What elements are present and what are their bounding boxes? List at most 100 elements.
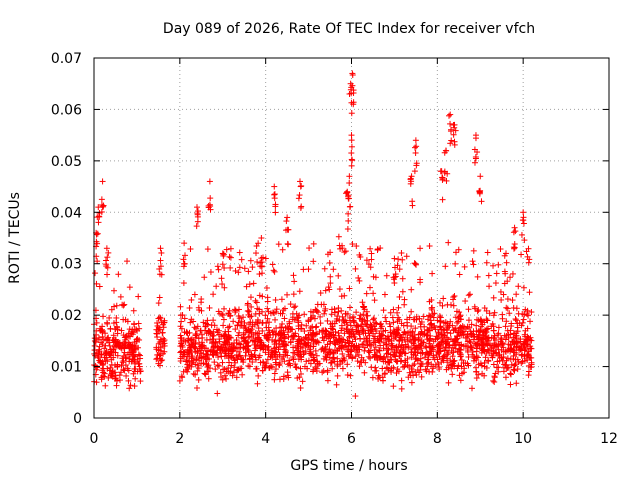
data-point <box>253 299 260 306</box>
data-point <box>472 364 479 371</box>
data-point <box>292 303 299 310</box>
data-point <box>204 348 211 355</box>
data-point <box>249 264 256 271</box>
x-tick-label: 6 <box>347 431 356 447</box>
data-point <box>404 338 411 345</box>
data-point <box>193 332 200 339</box>
data-point <box>245 328 252 335</box>
data-point <box>345 210 352 217</box>
data-point <box>181 315 188 322</box>
data-point <box>376 330 383 337</box>
data-point <box>255 372 262 379</box>
data-point <box>383 364 390 371</box>
data-point <box>347 304 354 311</box>
data-point <box>131 345 138 352</box>
data-point <box>399 337 406 344</box>
data-point <box>406 314 413 321</box>
data-point <box>328 359 335 366</box>
data-point <box>98 376 105 383</box>
data-point <box>368 256 375 263</box>
data-point <box>353 309 360 316</box>
data-point <box>259 327 266 334</box>
data-point <box>158 271 165 278</box>
y-tick-label: 0 <box>73 411 82 427</box>
data-point <box>220 316 227 323</box>
data-point <box>240 314 247 321</box>
data-point <box>195 304 202 311</box>
data-point <box>176 377 183 384</box>
data-point <box>220 366 227 373</box>
data-point <box>290 272 297 279</box>
data-point <box>206 178 213 185</box>
data-point <box>241 319 248 326</box>
data-point <box>219 312 226 319</box>
data-point <box>390 319 397 326</box>
data-point <box>233 337 240 344</box>
data-point <box>425 356 432 363</box>
data-point <box>371 297 378 304</box>
data-point <box>115 271 122 278</box>
data-point <box>178 348 185 355</box>
data-point <box>126 385 133 392</box>
data-point <box>343 325 350 332</box>
data-point <box>219 376 226 383</box>
data-point <box>192 348 199 355</box>
data-point <box>341 330 348 337</box>
data-point <box>509 270 516 277</box>
data-point <box>101 345 108 352</box>
data-point <box>478 198 485 205</box>
data-point <box>298 321 305 328</box>
data-point <box>215 354 222 361</box>
data-point <box>510 229 517 236</box>
data-point <box>412 149 419 156</box>
data-point <box>491 378 498 385</box>
data-point <box>357 335 364 342</box>
data-point <box>125 377 132 384</box>
data-point <box>119 359 126 366</box>
data-point <box>225 365 232 372</box>
data-point <box>320 348 327 355</box>
data-point <box>497 246 504 253</box>
data-point <box>269 261 276 268</box>
data-point <box>222 342 229 349</box>
data-point <box>157 263 164 270</box>
data-point <box>204 364 211 371</box>
data-point <box>394 366 401 373</box>
data-point <box>379 365 386 372</box>
data-point <box>366 284 373 291</box>
data-point <box>451 121 458 128</box>
data-point <box>223 375 230 382</box>
data-point <box>520 284 527 291</box>
data-point <box>472 153 479 160</box>
data-point <box>490 377 497 384</box>
data-point <box>133 326 140 333</box>
data-point <box>195 365 202 372</box>
data-point <box>326 259 333 266</box>
data-point <box>110 346 117 353</box>
data-point <box>404 362 411 369</box>
data-point <box>187 341 194 348</box>
data-point <box>291 316 298 323</box>
data-point <box>133 336 140 343</box>
data-point <box>387 309 394 316</box>
data-point <box>296 312 303 319</box>
data-point <box>349 326 356 333</box>
data-point <box>236 341 243 348</box>
data-point <box>213 283 220 290</box>
data-point <box>337 245 344 252</box>
data-point <box>447 111 454 118</box>
data-point <box>346 173 353 180</box>
data-point <box>249 359 256 366</box>
data-point <box>468 385 475 392</box>
data-point <box>336 286 343 293</box>
data-point <box>253 243 260 250</box>
data-point <box>246 363 253 370</box>
data-point <box>227 245 234 252</box>
data-point <box>184 346 191 353</box>
data-point <box>268 351 275 358</box>
data-point <box>335 330 342 337</box>
data-point <box>370 315 377 322</box>
data-point <box>265 308 272 315</box>
data-point <box>235 332 242 339</box>
data-point <box>445 239 452 246</box>
